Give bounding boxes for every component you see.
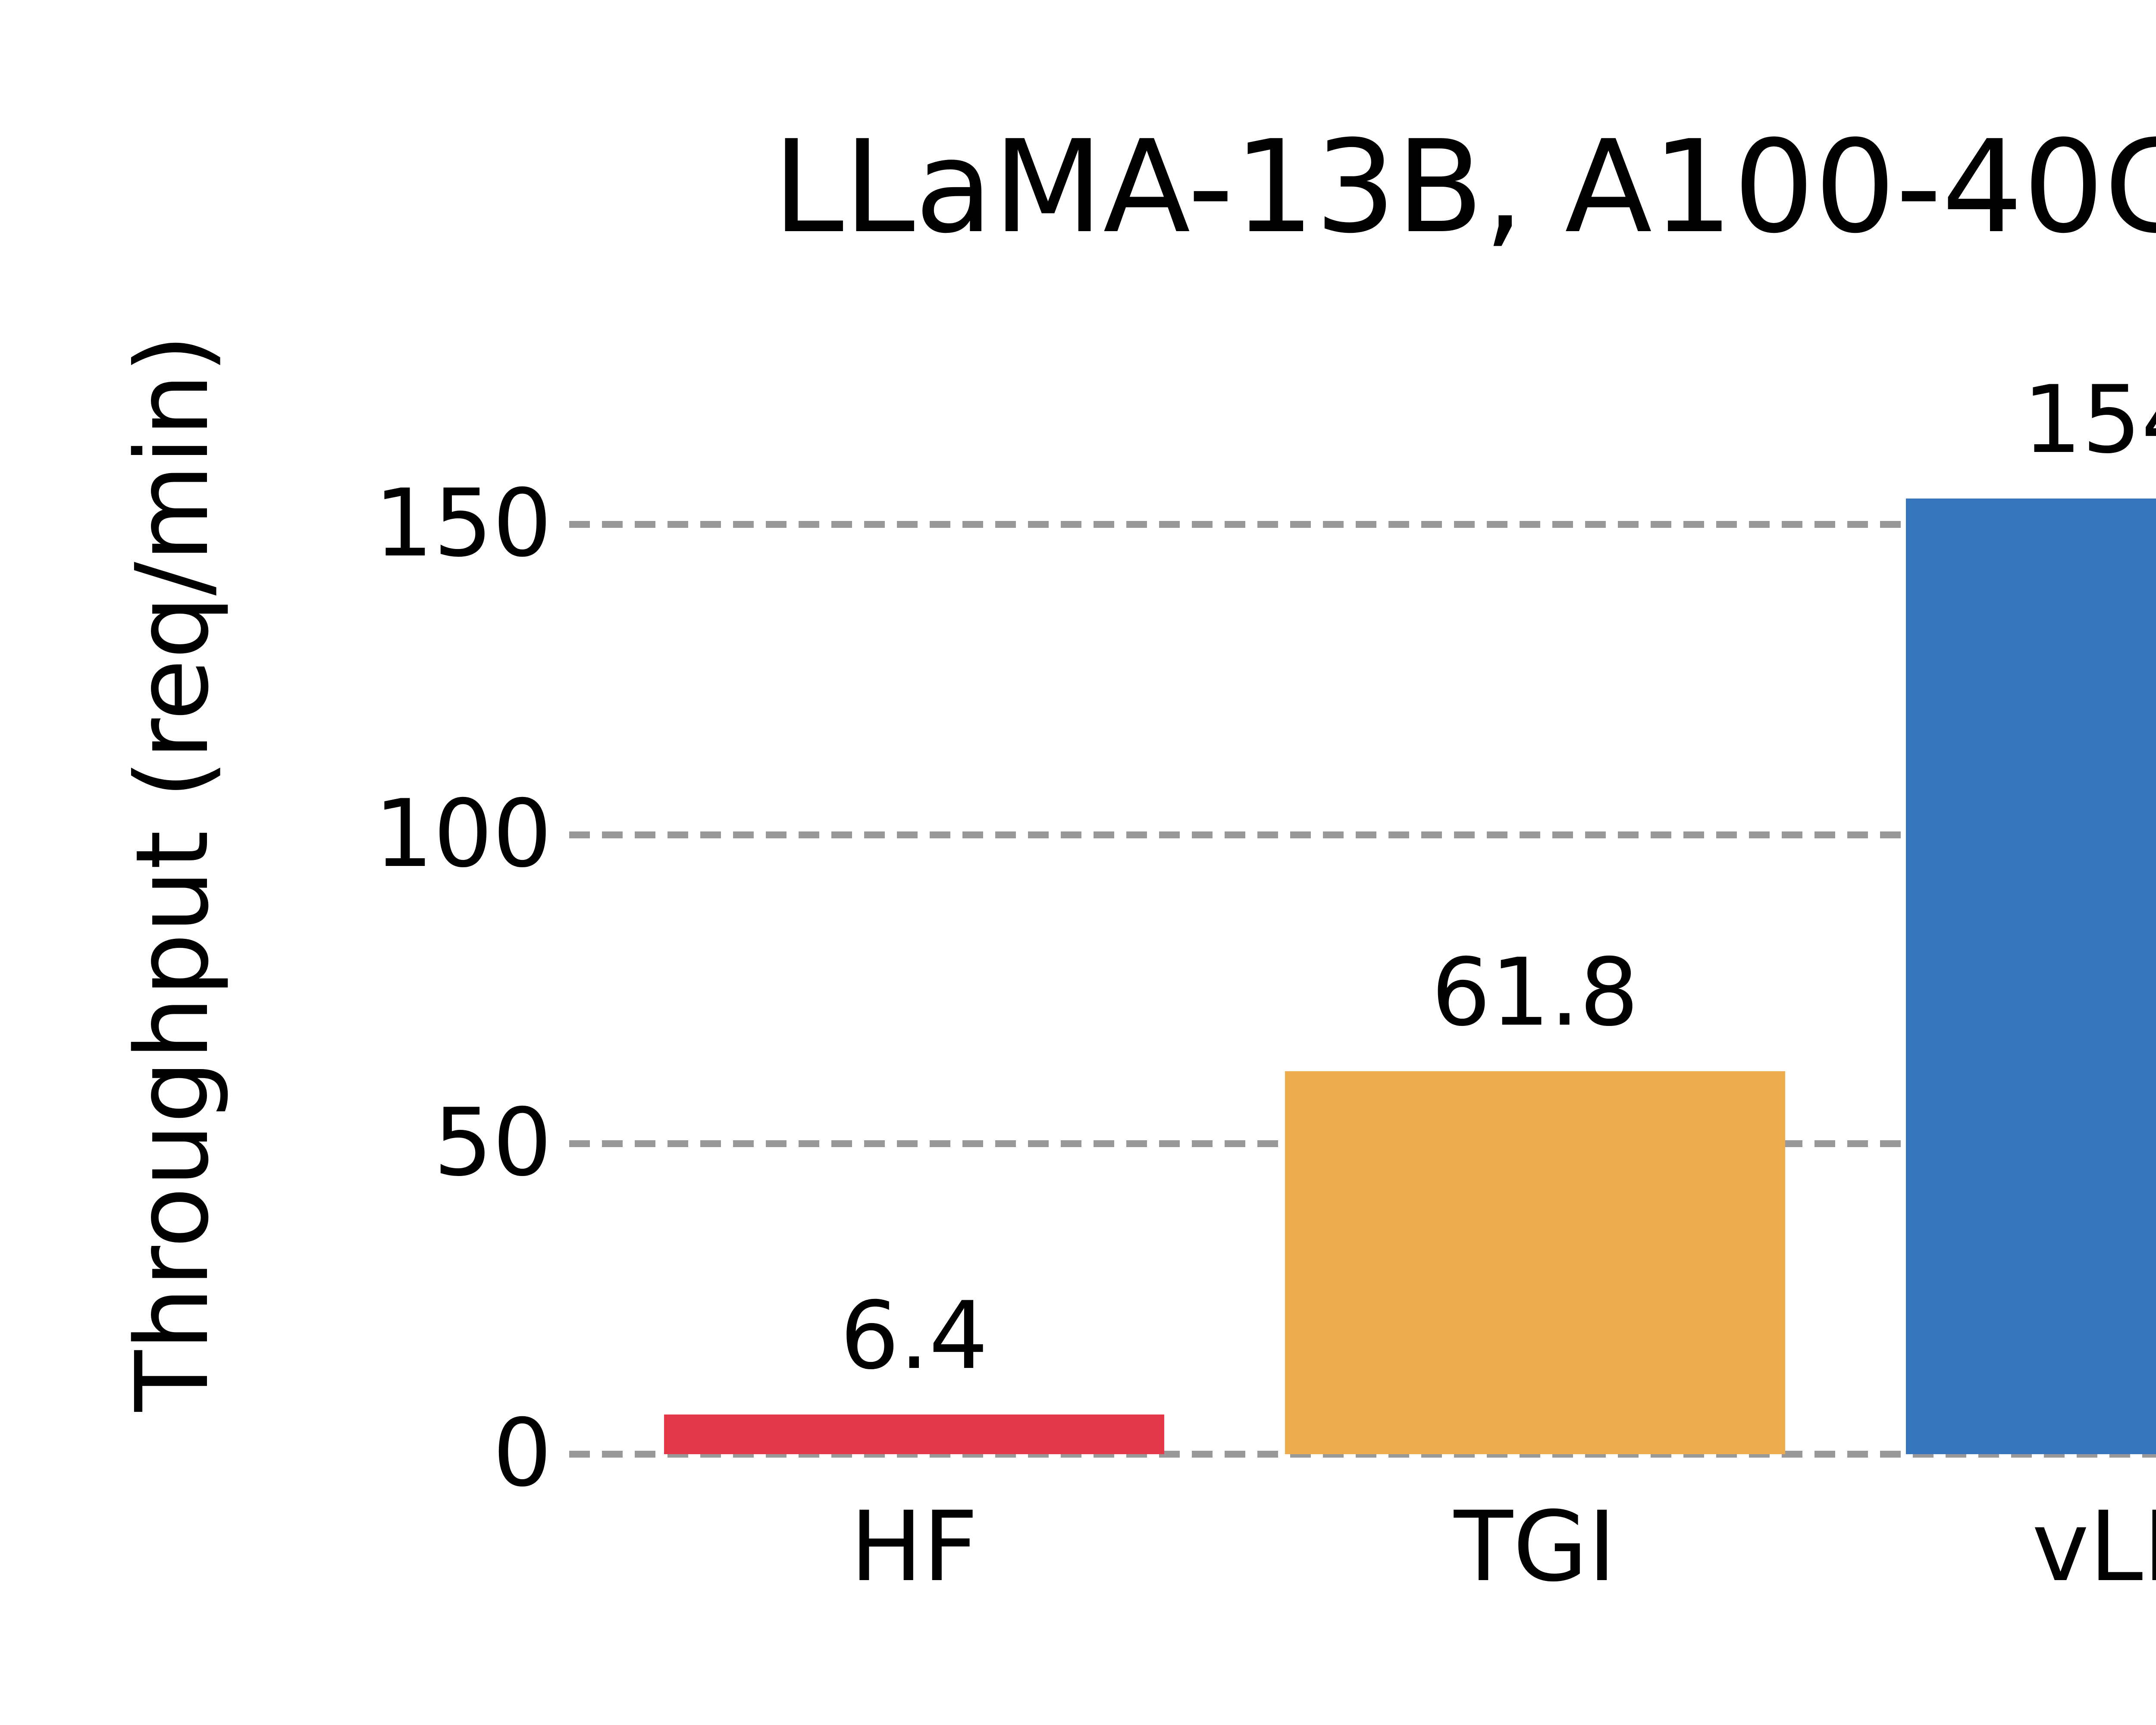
ytick-label-50: 50 — [433, 1089, 552, 1198]
bar-tgi — [1285, 1071, 1785, 1454]
ytick-label-150: 150 — [374, 469, 552, 578]
ytick-label-100: 100 — [374, 779, 552, 888]
xtick-label-tgi: TGI — [1454, 1492, 1617, 1604]
gridline-100 — [569, 831, 2156, 838]
bar-vllm — [1906, 498, 2156, 1454]
xtick-label-hf: HF — [850, 1492, 978, 1604]
plot-area — [569, 293, 2156, 1458]
gridline-150 — [569, 521, 2156, 528]
bar-hf — [664, 1414, 1164, 1454]
chart-title: LLaMA-13B, A100-40GB — [772, 114, 2156, 262]
bar-value-label-hf: 6.4 — [840, 1282, 988, 1390]
bar-value-label-tgi: 61.8 — [1431, 938, 1639, 1047]
xtick-label-vllm: vLLM — [2032, 1492, 2156, 1604]
bar-value-label-vllm: 154.2 — [2022, 365, 2156, 474]
ytick-label-0: 0 — [492, 1399, 552, 1508]
